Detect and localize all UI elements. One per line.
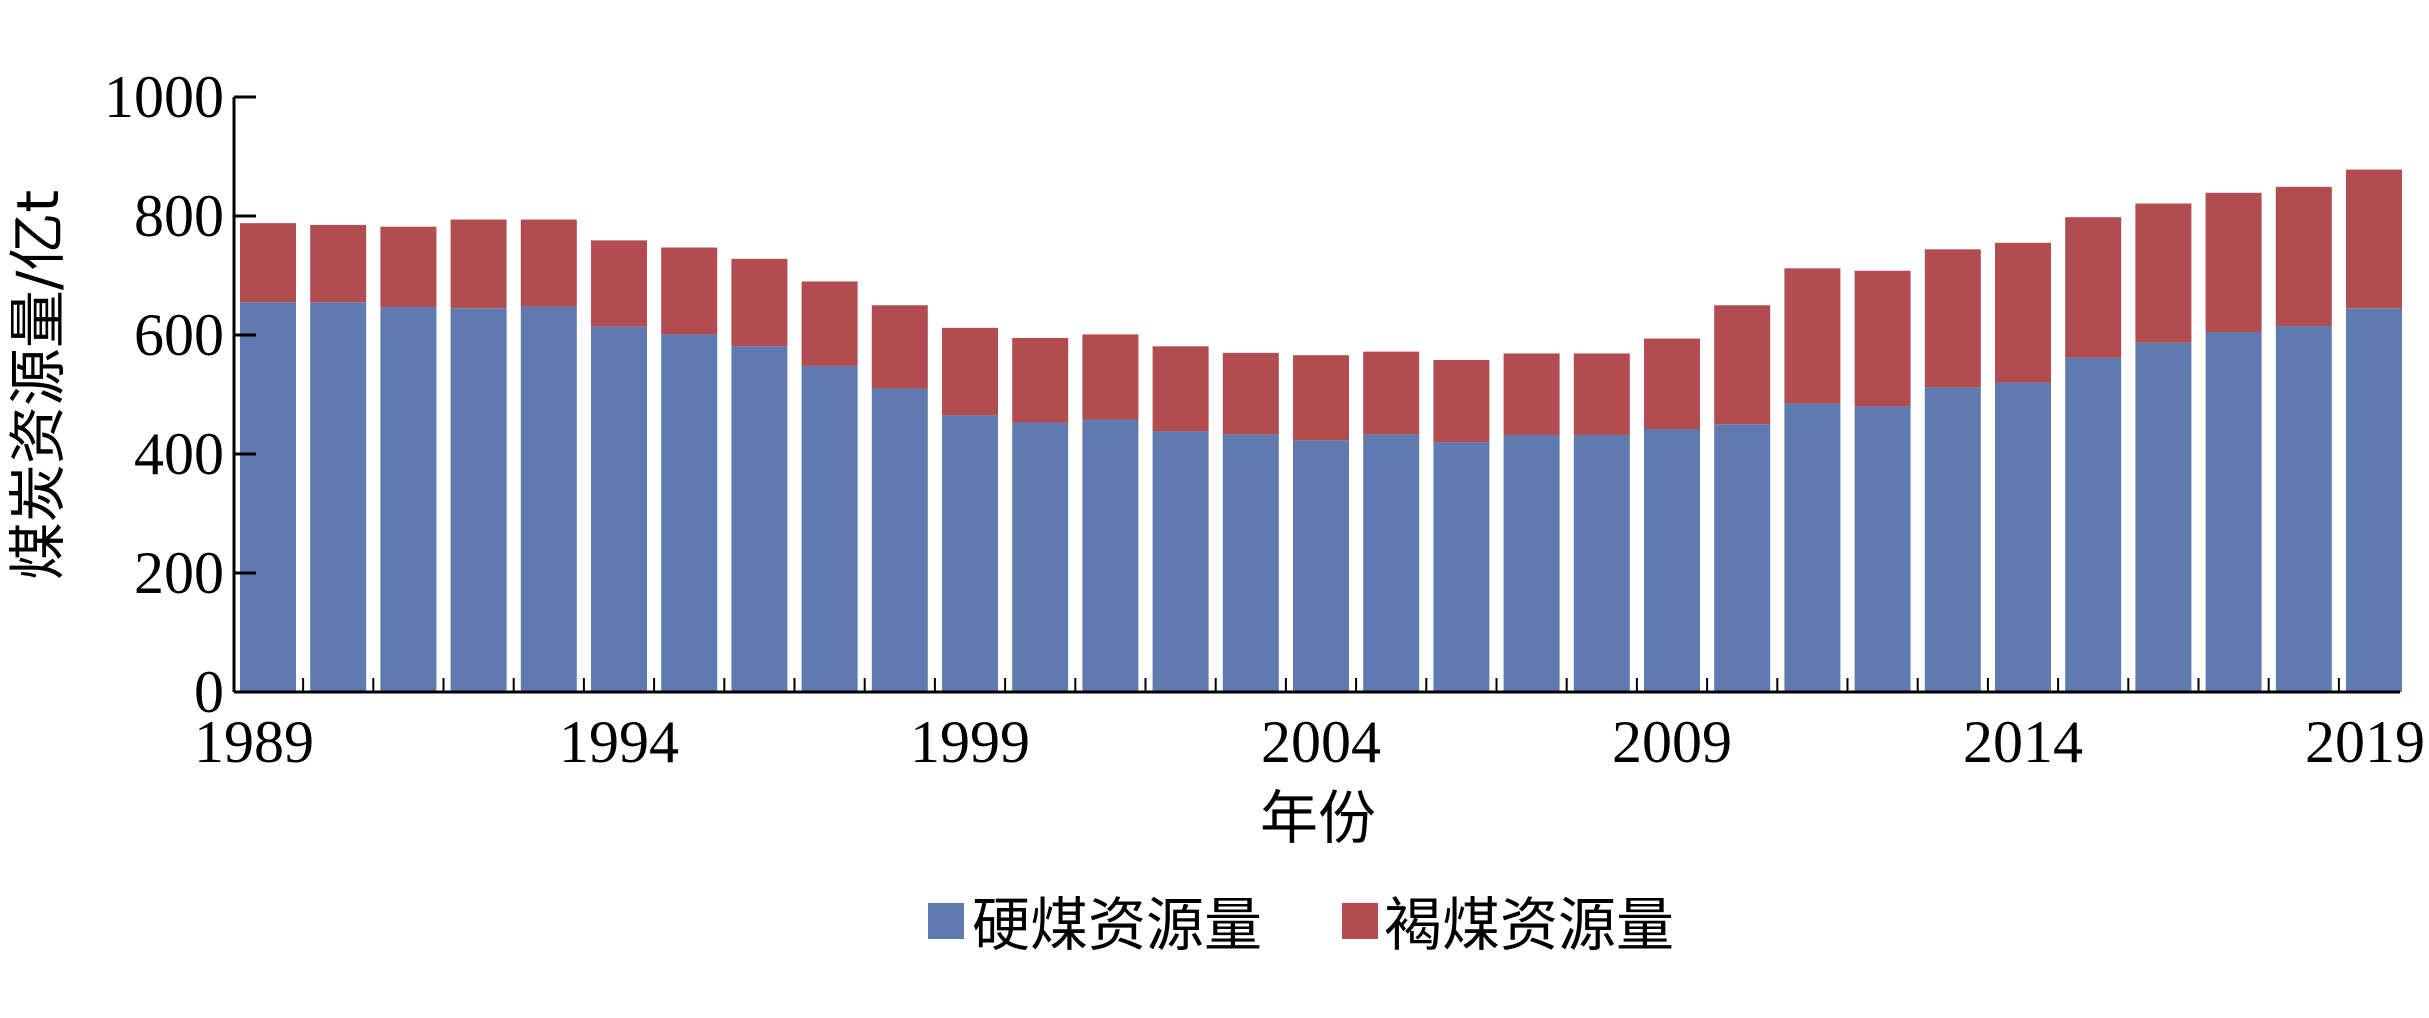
y-tick-label: 600 [134, 302, 224, 368]
bar-lignite-2018 [2275, 186, 2332, 327]
bar-hard-coal-2006 [1433, 442, 1490, 692]
bar-hard-coal-1990 [310, 302, 367, 692]
bar-lignite-2001 [1082, 334, 1139, 420]
bar-hard-coal-2001 [1082, 419, 1139, 692]
x-ticks-group: 1989 1994 1999 2004 2009 2014 2019 [194, 678, 2425, 775]
x-tick-label: 2009 [1612, 709, 1732, 775]
bar-hard-coal-2007 [1503, 434, 1560, 692]
bar-lignite-1994 [591, 240, 647, 327]
bar-hard-coal-2009 [1644, 429, 1700, 692]
bar-hard-coal-2018 [2275, 326, 2332, 692]
bar-hard-coal-2012 [1854, 406, 1911, 692]
bar-lignite-2004 [1293, 355, 1349, 441]
bar-hard-coal-2014 [1995, 382, 2051, 692]
bar-hard-coal-2000 [1012, 422, 1069, 692]
bar-lignite-2003 [1222, 352, 1279, 435]
bar-lignite-2013 [1924, 249, 1981, 388]
bar-lignite-1992 [450, 219, 507, 309]
bar-lignite-2008 [1573, 353, 1630, 435]
bar-hard-coal-1993 [520, 306, 577, 692]
x-tick-label: 2019 [2305, 709, 2425, 775]
bar-lignite-2015 [2065, 217, 2122, 358]
bar-hard-coal-1989 [240, 302, 296, 692]
x-tick-label: 1994 [559, 709, 679, 775]
axes-group [232, 97, 2400, 694]
bar-hard-coal-2019 [2346, 308, 2402, 692]
bars-group [240, 169, 2402, 692]
bar-lignite-1995 [661, 247, 718, 335]
bar-hard-coal-1996 [731, 346, 788, 692]
y-tick-label: 0 [194, 659, 224, 725]
bar-lignite-1991 [380, 226, 437, 308]
bar-lignite-1993 [520, 219, 577, 307]
bar-hard-coal-2008 [1573, 434, 1630, 692]
bar-lignite-2005 [1363, 351, 1420, 435]
legend-swatch-hard-coal [928, 903, 964, 939]
legend: 硬煤资源量 褐煤资源量 [928, 891, 1674, 959]
bar-hard-coal-1998 [871, 388, 928, 692]
bar-lignite-2012 [1854, 270, 1911, 407]
legend-label-hard-coal: 硬煤资源量 [972, 891, 1262, 959]
y-axis-title: 煤炭资源量/亿t [4, 190, 72, 580]
bar-hard-coal-2004 [1293, 440, 1349, 692]
bar-lignite-2000 [1012, 337, 1069, 423]
bar-lignite-1990 [310, 224, 367, 303]
x-axis-title: 年份 [1260, 784, 1376, 852]
bar-lignite-1996 [731, 258, 788, 347]
bar-lignite-2014 [1995, 242, 2051, 383]
bar-hard-coal-2017 [2205, 332, 2262, 692]
x-tick-label: 2014 [1963, 709, 2083, 775]
bar-lignite-2011 [1784, 268, 1841, 404]
bar-lignite-2006 [1433, 359, 1490, 443]
bar-lignite-2019 [2346, 169, 2402, 309]
x-tick-label: 1999 [910, 709, 1030, 775]
y-ticks-group: 0 200 400 600 800 1000 [104, 64, 256, 725]
bar-lignite-2002 [1152, 346, 1209, 432]
bar-hard-coal-1995 [661, 334, 718, 692]
x-tick-label: 2004 [1261, 709, 1381, 775]
bar-hard-coal-2011 [1784, 403, 1841, 692]
bar-hard-coal-1992 [450, 308, 507, 692]
bar-hard-coal-1997 [801, 365, 858, 692]
bar-hard-coal-1991 [380, 307, 437, 692]
bar-hard-coal-1994 [591, 326, 647, 692]
bar-lignite-1999 [942, 327, 998, 416]
bar-hard-coal-2002 [1152, 431, 1209, 692]
bar-lignite-1989 [240, 223, 296, 303]
bar-lignite-2009 [1644, 338, 1700, 430]
legend-swatch-lignite [1342, 903, 1378, 939]
y-tick-label: 1000 [104, 64, 224, 130]
y-tick-label: 400 [134, 421, 224, 487]
bar-lignite-2007 [1503, 353, 1560, 435]
bar-hard-coal-2015 [2065, 357, 2122, 692]
bar-lignite-1998 [871, 305, 928, 389]
bar-hard-coal-2010 [1714, 424, 1771, 692]
y-tick-label: 200 [134, 540, 224, 606]
bar-hard-coal-2005 [1363, 434, 1420, 692]
x-tick-label: 1989 [194, 709, 314, 775]
bar-lignite-2010 [1714, 305, 1771, 425]
bar-hard-coal-2003 [1222, 434, 1279, 692]
legend-label-lignite: 褐煤资源量 [1384, 891, 1674, 959]
y-tick-label: 800 [134, 183, 224, 249]
bar-lignite-1997 [801, 281, 858, 366]
bar-hard-coal-2013 [1924, 387, 1981, 692]
bar-hard-coal-2016 [2135, 342, 2192, 692]
bar-lignite-2017 [2205, 192, 2262, 333]
bar-lignite-2016 [2135, 203, 2192, 343]
bar-hard-coal-1999 [942, 415, 998, 692]
